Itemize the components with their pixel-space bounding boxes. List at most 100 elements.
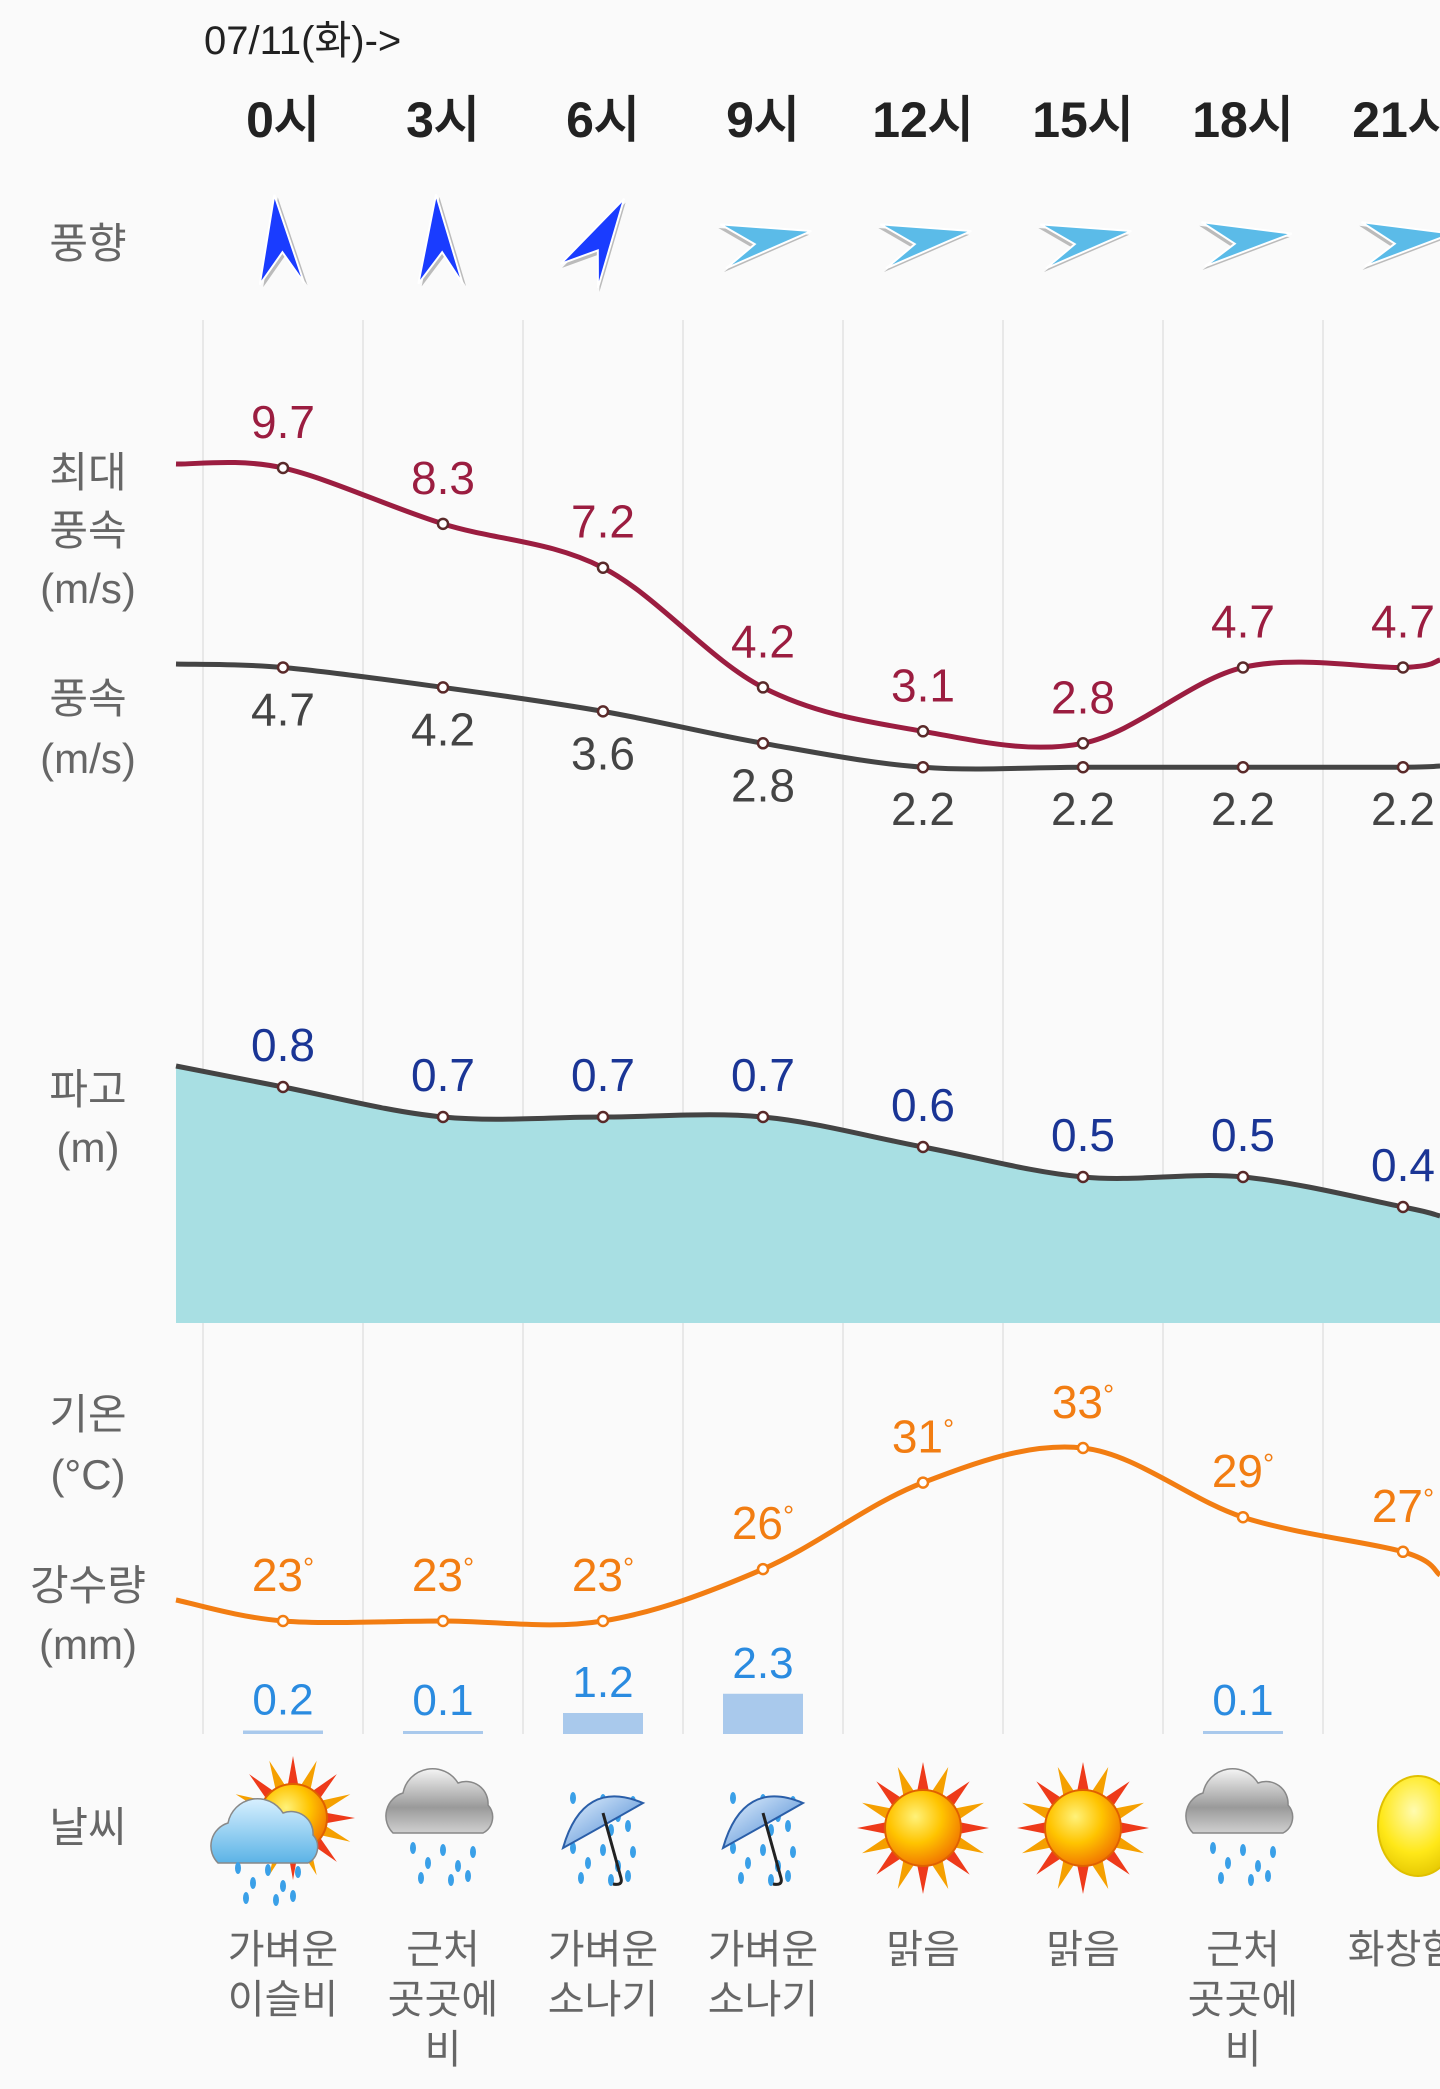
- wind-value-label: 3.6: [571, 727, 635, 779]
- sun-ray: [1077, 1762, 1089, 1791]
- umbrella-handle: [601, 1812, 623, 1886]
- raindrop: [410, 1842, 416, 1854]
- max-wind-point: [436, 517, 450, 531]
- max-wind-point: [1076, 737, 1090, 750]
- sun-icon: [1017, 1762, 1149, 1894]
- temp-point: [1076, 1441, 1090, 1455]
- raindrop: [1270, 1846, 1276, 1858]
- hour-label: 12시: [872, 92, 974, 148]
- max-wind-value-label: 4.2: [731, 615, 795, 667]
- sun-ray: [269, 1760, 285, 1789]
- raindrop: [785, 1870, 791, 1882]
- raindrop: [785, 1820, 791, 1832]
- sun-ray: [955, 1802, 984, 1819]
- arrow-shape: [879, 223, 972, 270]
- raindrop: [600, 1844, 606, 1856]
- hour-label: 0시: [246, 92, 320, 148]
- wind-direction-arrow-icon: [718, 223, 812, 273]
- wave-value-label: 0.7: [571, 1049, 635, 1101]
- row-label-weather: 날씨: [49, 1804, 127, 1851]
- hour-label: 21시: [1352, 92, 1440, 148]
- weather-description: 맑음: [1046, 1928, 1120, 1972]
- row-label-wind-unit: (m/s): [40, 735, 136, 782]
- umbrella-rain-icon: [721, 1792, 806, 1886]
- wave-point: [1396, 1200, 1410, 1214]
- sun-ray: [917, 1762, 929, 1791]
- raindrop: [465, 1870, 471, 1882]
- raindrop: [418, 1872, 424, 1884]
- sun-ray: [955, 1837, 984, 1854]
- temp-value-label: 33°: [1052, 1376, 1114, 1428]
- row-label-temp: 기온: [49, 1391, 127, 1438]
- row-label-wind-direction: 풍향: [49, 220, 127, 267]
- hour-label: 18시: [1192, 92, 1294, 148]
- raindrop: [1255, 1860, 1261, 1872]
- max-wind-value-label: 4.7: [1211, 595, 1275, 647]
- sun-ray: [876, 1781, 901, 1806]
- weather-description: 근처 곳곳에 비: [387, 1928, 499, 2072]
- wind-direction-arrow-icon: [1038, 223, 1132, 273]
- raindrop: [738, 1872, 744, 1884]
- max-wind-line: [175, 459, 1440, 750]
- wave-value-label: 0.7: [411, 1049, 475, 1101]
- temp-value-label: 23°: [572, 1549, 634, 1601]
- rain-bar: [403, 1731, 483, 1734]
- wave-area-fill: [176, 1066, 1440, 1323]
- umbrella-handle: [761, 1812, 783, 1886]
- sun-ray: [287, 1756, 299, 1785]
- temp-value-label: 26°: [732, 1497, 794, 1549]
- max-wind-point: [1396, 661, 1410, 674]
- temp-point: [916, 1476, 930, 1489]
- sun-ray: [1105, 1850, 1130, 1875]
- sun-disc: [884, 1789, 962, 1867]
- sun-ray: [862, 1837, 891, 1854]
- moon-icon: [1377, 1775, 1440, 1877]
- wind-value-label: 2.2: [891, 783, 955, 835]
- sun-cloud-rain-icon: [210, 1756, 355, 1906]
- wave-point: [1076, 1170, 1090, 1184]
- wave-value-label: 0.5: [1211, 1109, 1275, 1161]
- wind-point: [1396, 760, 1410, 774]
- sun-ray: [313, 1774, 337, 1798]
- umbrella-canopy: [721, 1795, 806, 1851]
- max-wind-point: [276, 461, 290, 475]
- rain-bar: [243, 1730, 323, 1734]
- wave-point: [596, 1110, 610, 1124]
- wave-point: [276, 1080, 290, 1094]
- umbrella-canopy: [561, 1795, 646, 1851]
- wind-direction-arrow-icon: [1199, 221, 1293, 270]
- raindrop: [425, 1857, 431, 1869]
- sun-ray: [322, 1794, 351, 1810]
- weather-description: 화창함: [1347, 1928, 1440, 1972]
- wind-direction-arrow-icon: [417, 194, 467, 287]
- raindrop: [265, 1864, 271, 1876]
- wind-point: [916, 760, 930, 774]
- wave-point: [916, 1140, 930, 1154]
- temp-point: [596, 1614, 610, 1628]
- wind-line: [175, 661, 1440, 772]
- rain-value-label: 0.1: [412, 1676, 473, 1725]
- raindrop: [1225, 1857, 1231, 1869]
- rain-bar: [723, 1693, 803, 1734]
- wave-value-label: 0.4: [1371, 1139, 1435, 1191]
- max-wind-value-label: 7.2: [571, 496, 635, 548]
- weather-description: 가벼운 소나기: [547, 1928, 659, 2022]
- wind-point: [276, 661, 290, 674]
- raindrop: [745, 1857, 751, 1869]
- max-wind-point: [916, 725, 930, 738]
- raindrop: [570, 1792, 576, 1804]
- max-wind-point: [596, 561, 610, 574]
- row-label-max-wind-unit: (m/s): [40, 565, 136, 612]
- wind-point: [436, 681, 450, 694]
- raindrop: [625, 1820, 631, 1832]
- wave-value-label: 0.8: [251, 1019, 315, 1071]
- sun-ray: [960, 1822, 989, 1834]
- sun-disc: [1044, 1789, 1122, 1867]
- temp-value-label: 23°: [412, 1549, 474, 1601]
- temp-value-label: 27°: [1372, 1480, 1434, 1532]
- cloud-shape: [385, 1767, 494, 1834]
- raindrop: [578, 1872, 584, 1884]
- cloud-rain-icon: [385, 1767, 494, 1886]
- row-label-rain-unit: (mm): [39, 1621, 137, 1668]
